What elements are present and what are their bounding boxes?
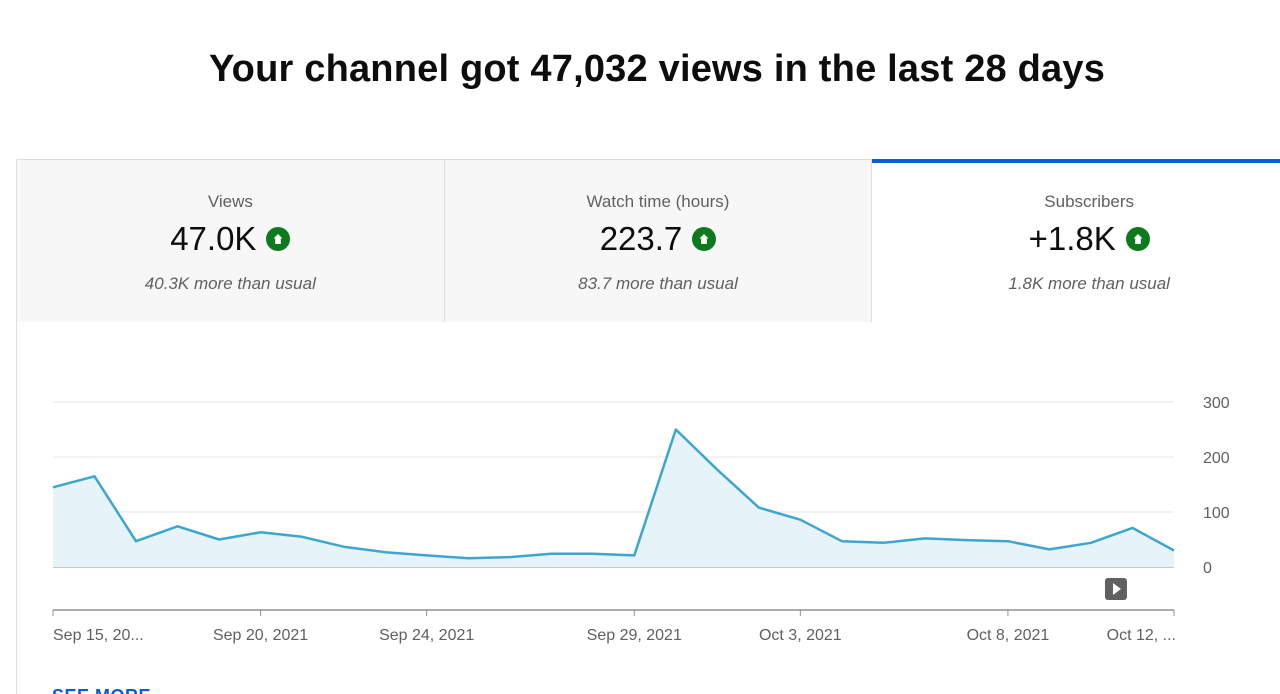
see-more-link[interactable]: SEE MORE: [52, 686, 151, 694]
y-tick-label: 200: [1203, 450, 1230, 467]
chart-svg: 0 100 200 300 Sep 15, 20... Sep 20, 2021 Sep 2…: [52, 395, 1230, 644]
trend-up-icon: [266, 227, 291, 251]
x-tick-label: Oct 12, ...: [1107, 627, 1176, 644]
trend-up-icon: [1125, 227, 1150, 251]
y-tick-label: 300: [1203, 395, 1230, 412]
tab-label: Watch time (hours): [586, 192, 730, 211]
trend-up-icon: [692, 227, 717, 251]
tab-label: Views: [207, 192, 253, 211]
x-tick-label: Sep 29, 2021: [587, 627, 682, 644]
tab-label: Subscribers: [1044, 192, 1135, 211]
series-line: [52, 428, 1175, 560]
tab-note: 83.7 more than usual: [578, 274, 738, 293]
tab-value: 223.7: [599, 220, 683, 257]
play-icon[interactable]: [1104, 578, 1127, 600]
x-tick-label: Sep 24, 2021: [379, 627, 474, 644]
tab-subscribers[interactable]: Subscribers +1.8K 1.8K more than usual: [872, 159, 1280, 322]
y-tick-label: 100: [1203, 505, 1230, 522]
page-title: Your channel got 47,032 views in the las…: [208, 48, 1106, 90]
tab-value: +1.8K: [1028, 220, 1116, 257]
x-tick-label: Oct 3, 2021: [759, 627, 842, 644]
metric-tabs: Views 47.0K 40.3K more than usual Watch …: [17, 159, 1280, 322]
x-tick-label: Oct 8, 2021: [967, 627, 1050, 644]
x-tick-label: Sep 15, 20...: [53, 627, 144, 644]
tab-note: 40.3K more than usual: [144, 274, 316, 293]
x-tick-label: Sep 20, 2021: [213, 627, 308, 644]
tab-watch-time[interactable]: Watch time (hours) 223.7 83.7 more than …: [444, 160, 873, 322]
tab-value: 47.0K: [170, 220, 257, 257]
tab-note: 1.8K more than usual: [1008, 274, 1170, 293]
y-tick-label: 0: [1203, 560, 1212, 577]
tab-views[interactable]: Views 47.0K 40.3K more than usual: [17, 160, 445, 322]
analytics-card: Views 47.0K 40.3K more than usual Watch …: [16, 159, 1280, 694]
subscribers-chart: 0 100 200 300 Sep 15, 20... Sep 20, 2021 Sep 2…: [17, 322, 1280, 694]
series-area: [53, 429, 1174, 567]
